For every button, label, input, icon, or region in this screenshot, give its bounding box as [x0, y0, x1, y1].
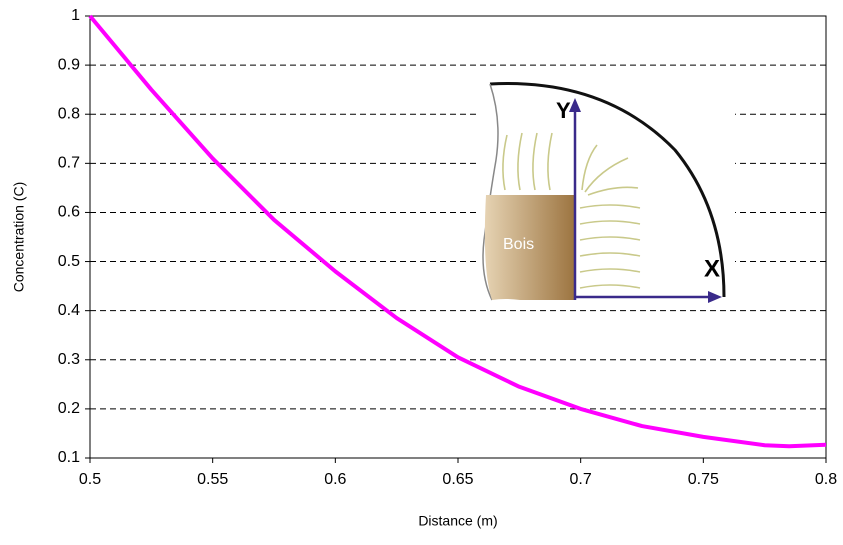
- y-tick-label: 0.8: [58, 105, 80, 122]
- x-tick-label: 0.6: [324, 471, 346, 488]
- x-tick-label: 0.55: [197, 471, 228, 488]
- y-tick-label: 0.5: [58, 253, 80, 270]
- x-tick-label: 0.75: [688, 471, 719, 488]
- inset-wood-label: Bois: [503, 236, 534, 253]
- page: Y X Bois Distance (m) Concentration (C) …: [0, 0, 843, 545]
- x-tick-label: 0.8: [815, 471, 837, 488]
- x-tick-label: 0.5: [79, 471, 101, 488]
- x-tick-label: 0.7: [570, 471, 592, 488]
- y-tick-label: 0.7: [58, 155, 80, 172]
- y-tick-label: 0.4: [58, 302, 80, 319]
- chart: Y X Bois Distance (m) Concentration (C) …: [0, 0, 843, 540]
- y-axis-title: Concentration (C): [11, 182, 27, 293]
- y-tick-label: 0.3: [58, 351, 80, 368]
- y-tick-label: 0.6: [58, 204, 80, 221]
- x-axis-title: Distance (m): [418, 513, 497, 529]
- y-tick-label: 0.2: [58, 400, 80, 417]
- y-tick-label: 0.9: [58, 56, 80, 73]
- inset-x-label: X: [704, 255, 720, 282]
- x-tick-label: 0.65: [442, 471, 473, 488]
- inset-diagram: Y X Bois: [478, 80, 735, 305]
- inset-y-label: Y: [556, 98, 571, 123]
- y-tick-label: 1: [71, 7, 80, 24]
- y-tick-label: 0.1: [58, 449, 80, 466]
